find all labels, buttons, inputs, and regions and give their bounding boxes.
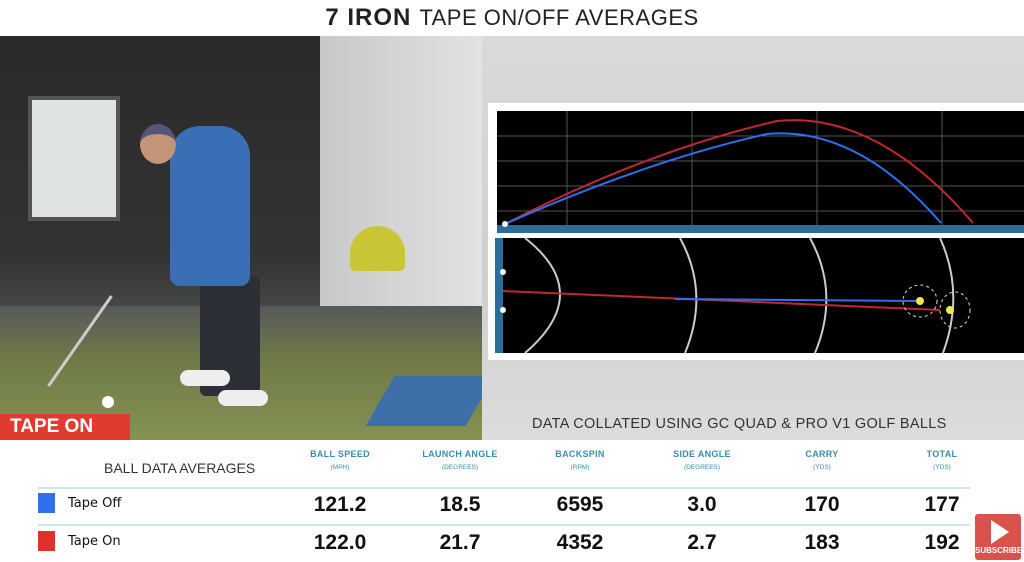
golfer bbox=[170, 126, 250, 286]
column-header: BALL SPEED bbox=[310, 449, 370, 459]
column-header: TOTAL bbox=[926, 449, 958, 459]
column-unit: (MPH) bbox=[330, 464, 350, 471]
shoe bbox=[218, 390, 268, 406]
cell: 21.7 bbox=[439, 531, 481, 554]
top-view-chart bbox=[495, 238, 1024, 353]
window bbox=[28, 96, 120, 221]
ball-data-table: BALL DATA AVERAGES BALL SPEED (MPH) LAUN… bbox=[0, 440, 1024, 562]
subscribe-button[interactable]: SUBSCRIBE bbox=[975, 514, 1023, 560]
row-label: Tape On bbox=[68, 534, 121, 549]
data-caption: DATA COLLATED USING GC QUAD & PRO V1 GOL… bbox=[532, 416, 947, 432]
subscribe-label: SUBSCRIBE bbox=[975, 546, 1023, 555]
tape-on-label: TAPE ON bbox=[0, 414, 130, 440]
trajectory-panel: DATA COLLATED USING GC QUAD & PRO V1 GOL… bbox=[482, 36, 1024, 440]
divider bbox=[38, 524, 970, 526]
column-header: BACKSPIN bbox=[555, 449, 605, 459]
chart-frame bbox=[488, 103, 1024, 360]
cell: 170 bbox=[804, 493, 840, 516]
golfer-head bbox=[140, 124, 176, 164]
video-frame[interactable]: TAPE ON bbox=[0, 36, 482, 440]
tape-on-swatch bbox=[38, 531, 55, 551]
row-label: Tape Off bbox=[68, 496, 122, 511]
column-unit: (RPM) bbox=[570, 464, 590, 471]
title-club: 7 IRON bbox=[325, 4, 412, 31]
play-icon bbox=[991, 520, 1009, 544]
column-header: LAUNCH ANGLE bbox=[422, 449, 498, 459]
golf-ball bbox=[102, 396, 114, 408]
cell: 121.2 bbox=[313, 493, 367, 516]
cell: 122.0 bbox=[313, 531, 367, 554]
tape-off-trajectory bbox=[504, 132, 942, 225]
title-text: TAPE ON/OFF AVERAGES bbox=[419, 5, 699, 30]
column-unit: (YDS) bbox=[813, 464, 831, 471]
divider bbox=[38, 487, 970, 489]
column-unit: (DEGREES) bbox=[441, 464, 479, 471]
cell: 177 bbox=[924, 493, 960, 516]
side-view-chart bbox=[497, 111, 1024, 233]
cell: 192 bbox=[924, 531, 960, 554]
cell: 18.5 bbox=[439, 493, 481, 516]
tape-off-swatch bbox=[38, 493, 55, 513]
tape-on-trajectory bbox=[504, 119, 974, 225]
table-title: BALL DATA AVERAGES bbox=[104, 460, 256, 476]
chair bbox=[350, 226, 405, 271]
cell: 183 bbox=[804, 531, 840, 554]
cell: 4352 bbox=[556, 531, 604, 554]
column-unit: (YDS) bbox=[933, 464, 951, 471]
cell: 2.7 bbox=[687, 531, 717, 554]
column-header: CARRY bbox=[805, 449, 839, 459]
tape-on-path bbox=[502, 290, 941, 311]
cell: 3.0 bbox=[687, 493, 717, 516]
cell: 6595 bbox=[556, 493, 604, 516]
tape-off-path bbox=[674, 298, 921, 302]
column-unit: (DEGREES) bbox=[683, 464, 721, 471]
shoe bbox=[180, 370, 230, 386]
wall bbox=[320, 36, 482, 336]
column-header: SIDE ANGLE bbox=[673, 449, 731, 459]
video-title: 7 IRON TAPE ON/OFF AVERAGES bbox=[0, 0, 1024, 36]
